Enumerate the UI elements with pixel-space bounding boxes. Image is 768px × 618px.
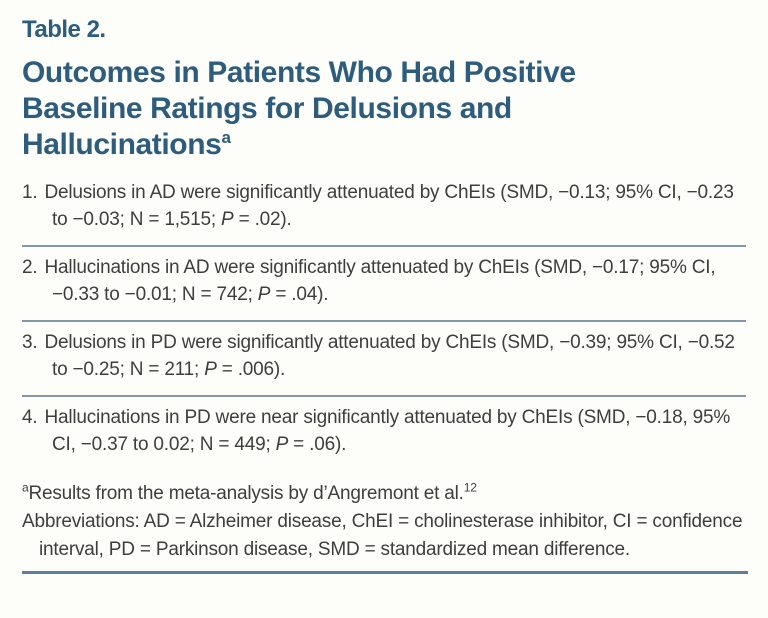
finding-text-italic: P xyxy=(204,359,217,380)
finding-number: 1. xyxy=(22,182,38,203)
finding-text: Delusions in PD were significantly atten… xyxy=(44,332,735,380)
finding-text: Hallucinations in AD were significantly … xyxy=(44,257,716,305)
finding-text: Delusions in AD were significantly atten… xyxy=(44,182,734,230)
findings-list: 1. Delusions in AD were significantly att… xyxy=(22,172,746,470)
finding-item: 1. Delusions in AD were significantly att… xyxy=(22,172,746,247)
finding-text-italic: P xyxy=(257,284,271,305)
finding-number: 3. xyxy=(22,332,38,353)
table-title-superscript: a xyxy=(221,128,231,147)
footnote-source: aResults from the meta-analysis by d’Ang… xyxy=(22,480,746,508)
table-title: Outcomes in Patients Who Had Positive Ba… xyxy=(22,55,682,163)
bottom-rule xyxy=(22,571,748,574)
finding-text: Hallucinations in PD were near significa… xyxy=(44,407,731,455)
finding-text-italic: P xyxy=(275,434,289,455)
finding-item: 2. Hallucinations in AD were significantl… xyxy=(22,247,746,322)
finding-number: 4. xyxy=(22,407,38,428)
table-label: Table 2. xyxy=(22,16,106,43)
finding-number: 2. xyxy=(22,257,38,278)
finding-text-italic: P xyxy=(221,209,234,230)
finding-text: = .006). xyxy=(216,359,286,380)
finding-item: 3. Delusions in PD were significantly att… xyxy=(22,322,746,397)
footnotes: aResults from the meta-analysis by d’Ang… xyxy=(22,480,746,564)
footnote-source-superscript: a xyxy=(22,480,29,495)
footnote-abbreviations: Abbreviations: AD = Alzheimer disease, C… xyxy=(22,511,743,560)
footnote-reference-number: 12 xyxy=(463,480,477,495)
finding-text: = .04). xyxy=(270,284,329,305)
finding-text: = .06). xyxy=(288,434,347,455)
footnote-source-text: Results from the meta-analysis by d’Angr… xyxy=(28,483,464,504)
finding-text: = .02). xyxy=(233,209,292,230)
finding-item: 4. Hallucinations in PD were near signifi… xyxy=(22,397,746,470)
table-title-text: Outcomes in Patients Who Had Positive Ba… xyxy=(22,56,576,161)
